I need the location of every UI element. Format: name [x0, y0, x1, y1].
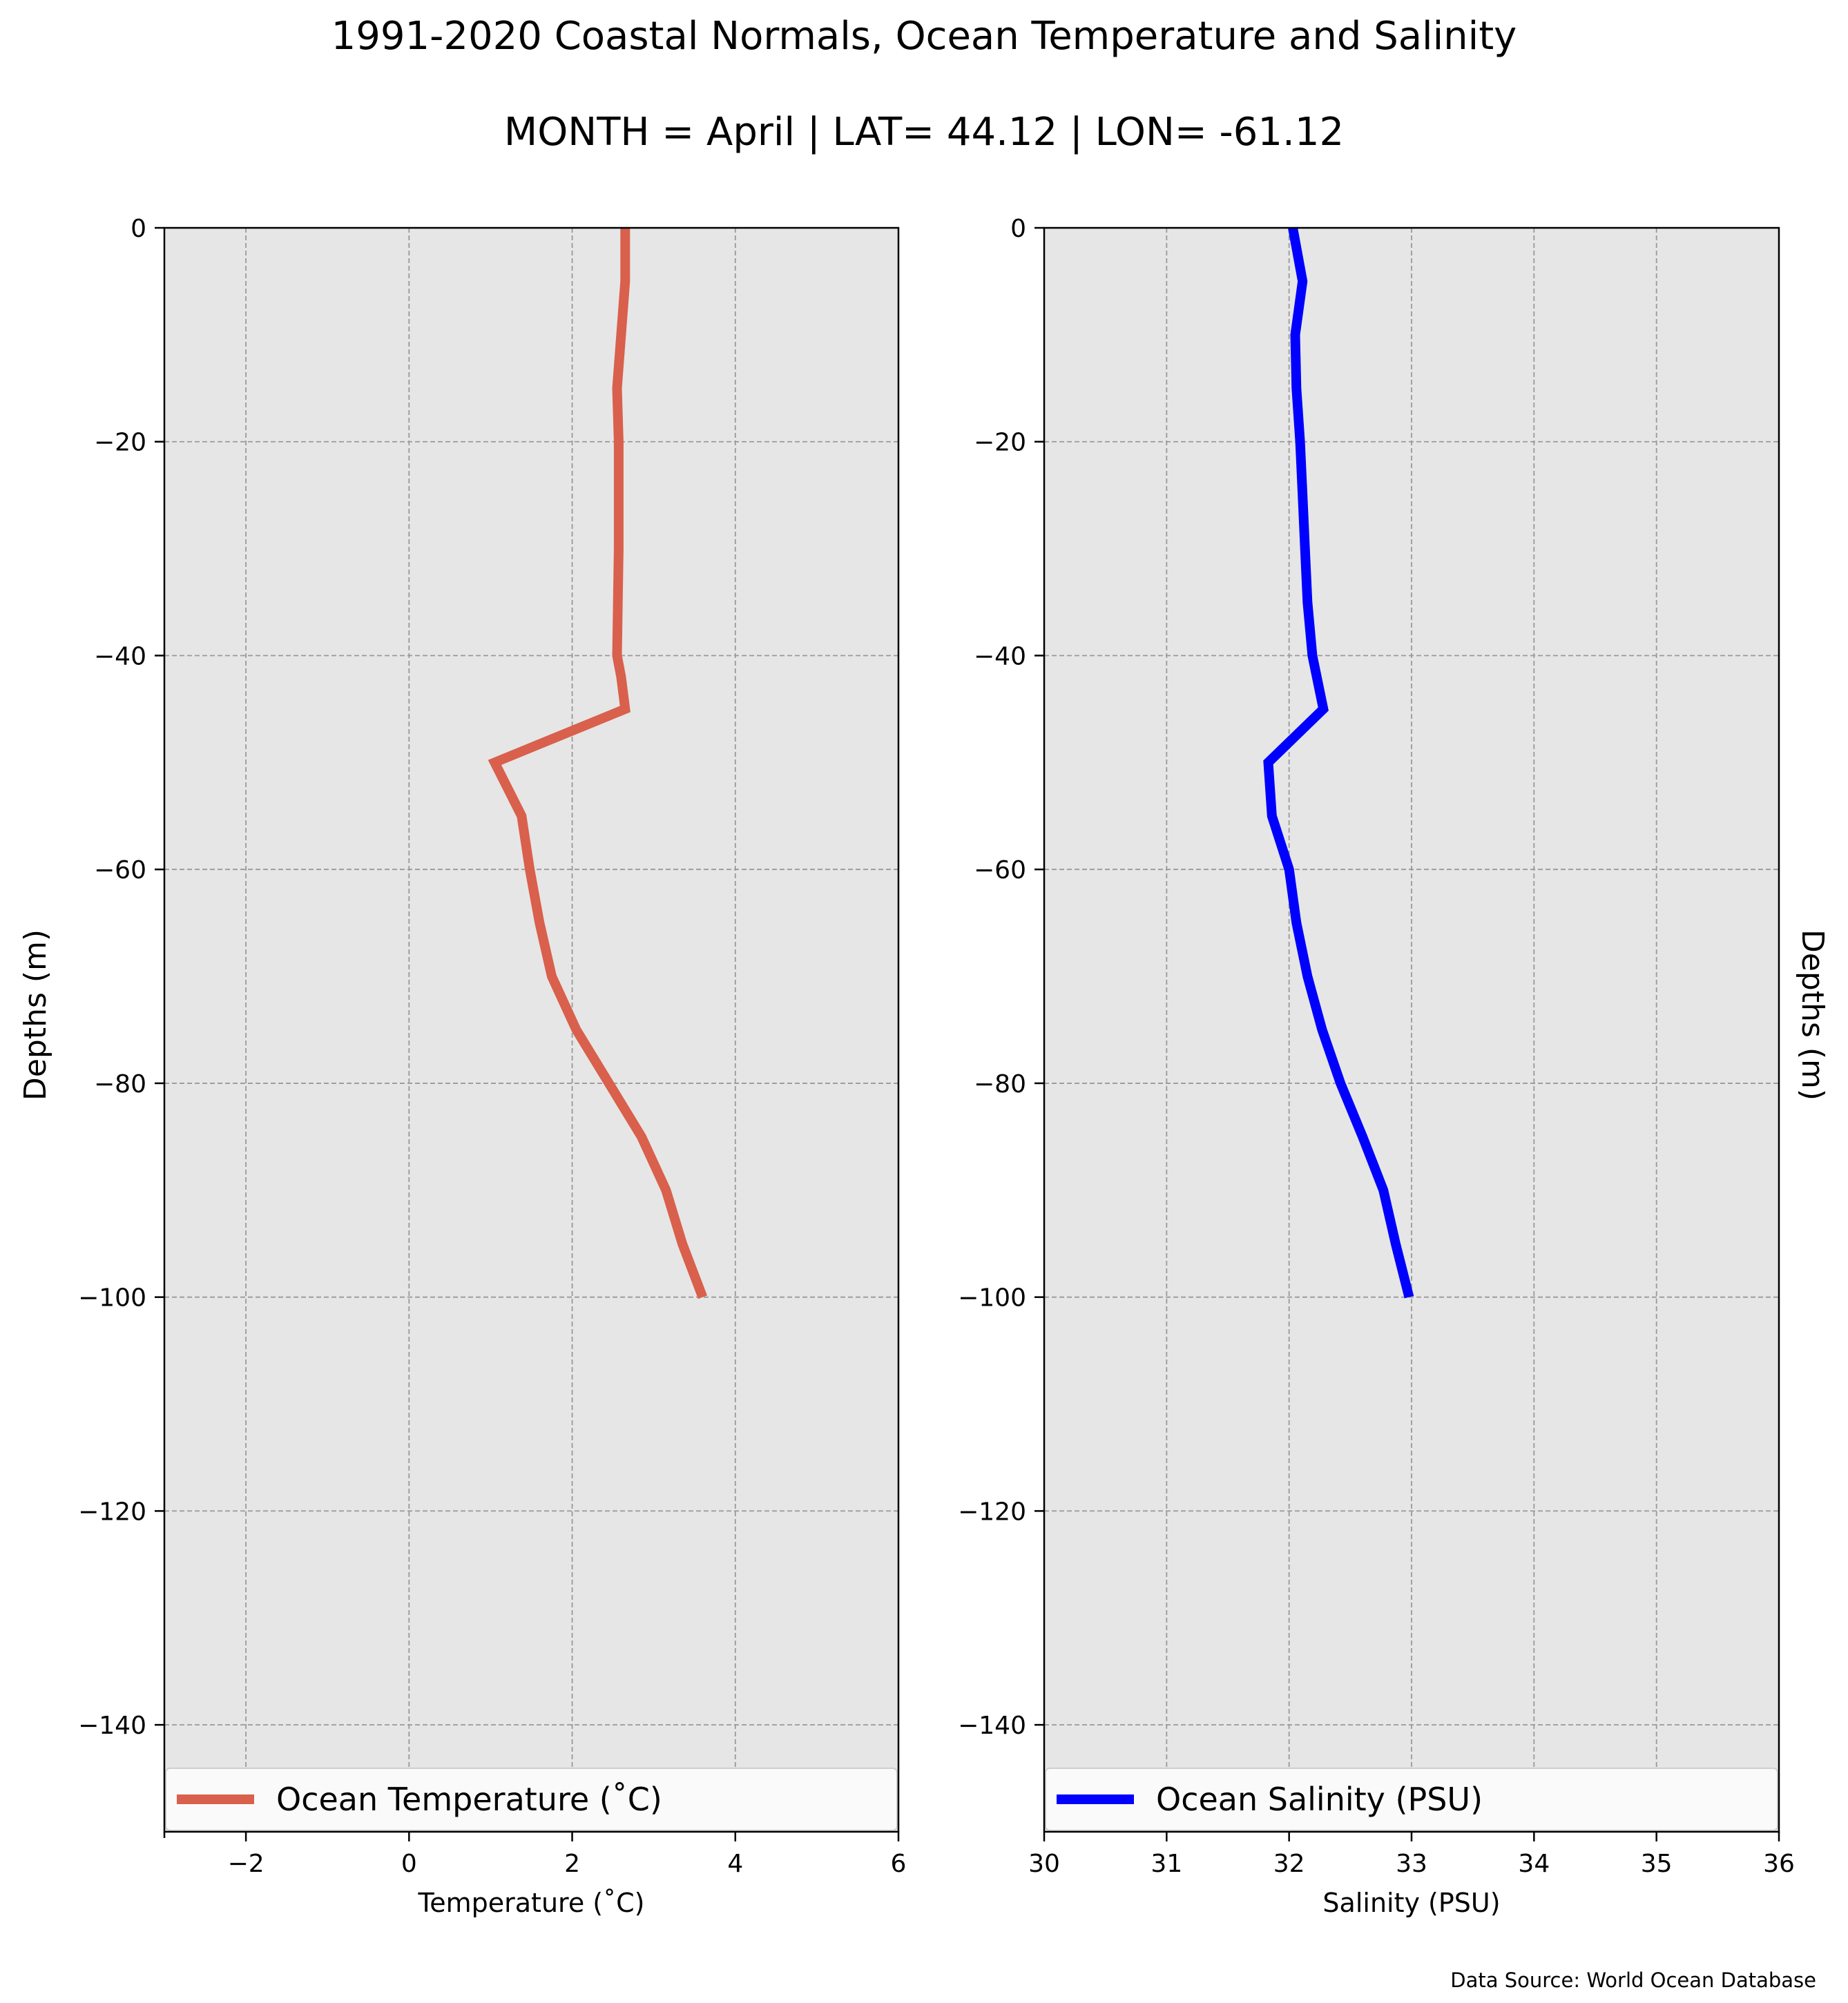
x-tick-label: 4: [727, 1850, 743, 1878]
x-tick-label: 34: [1518, 1850, 1550, 1878]
y-tick-label: −40: [94, 642, 146, 670]
y-tick-label: −140: [78, 1712, 146, 1740]
legend: Ocean Salinity (PSU): [1045, 1768, 1778, 1831]
chart-title: 1991-2020 Coastal Normals, Ocean Tempera…: [331, 14, 1517, 59]
x-tick-label: 0: [401, 1850, 417, 1878]
y-tick-label: −40: [974, 642, 1026, 670]
y-tick-label: −60: [974, 856, 1026, 884]
x-tick-label: 30: [1028, 1850, 1060, 1878]
x-tick-label: 36: [1763, 1850, 1795, 1878]
y-tick-label: 0: [131, 215, 146, 243]
y-tick-label: −20: [974, 429, 1026, 457]
legend-box: [1045, 1768, 1778, 1831]
legend-label: Ocean Temperature (˚C): [276, 1781, 662, 1818]
x-axis-label: Temperature (˚C): [418, 1888, 645, 1918]
x-tick-label: 6: [891, 1850, 907, 1878]
y-tick-label: −100: [958, 1284, 1026, 1313]
salinity-panel: 30 31 32 33 34 35 36 0 −20 −40 −60 −80 −100 −120 −140 O…: [958, 215, 1795, 1918]
x-tick-label: −2: [228, 1850, 264, 1878]
chart-subtitle: MONTH = April | LAT= 44.12 | LON= -61.12: [504, 110, 1344, 155]
salinity-series-line: [1263, 226, 1414, 1299]
y-tick-label: −120: [958, 1498, 1026, 1526]
data-source-note: Data Source: World Ocean Database: [1450, 1968, 1816, 1992]
y-tick-label: −20: [94, 429, 146, 457]
axes-frame: [1043, 226, 1780, 1833]
x-tick-label: 35: [1641, 1850, 1673, 1878]
y-tick-label: 0: [1010, 215, 1026, 243]
x-axis-label: Salinity (PSU): [1322, 1888, 1500, 1918]
x-tick-label: 2: [564, 1850, 580, 1878]
left-y-axis-label: Depths (m): [18, 929, 53, 1101]
x-tick-label: 33: [1396, 1850, 1427, 1878]
y-tick-label: −60: [94, 856, 146, 884]
y-tick-label: −80: [94, 1070, 146, 1099]
axes-frame: [163, 226, 900, 1833]
y-tick-label: −120: [78, 1498, 146, 1526]
right-y-axis-label: Depths (m): [1795, 929, 1830, 1101]
y-tick-label: −80: [974, 1070, 1026, 1099]
y-tick-label: −140: [958, 1712, 1026, 1740]
x-tick-label: 31: [1151, 1850, 1182, 1878]
temperature-series-line: [488, 228, 708, 1299]
legend-label: Ocean Salinity (PSU): [1156, 1781, 1483, 1818]
x-tick-label: 32: [1273, 1850, 1305, 1878]
y-tick-label: −100: [78, 1284, 146, 1313]
legend: Ocean Temperature (˚C): [165, 1768, 898, 1831]
plot-area: [164, 228, 898, 1832]
legend-box: [165, 1768, 898, 1831]
